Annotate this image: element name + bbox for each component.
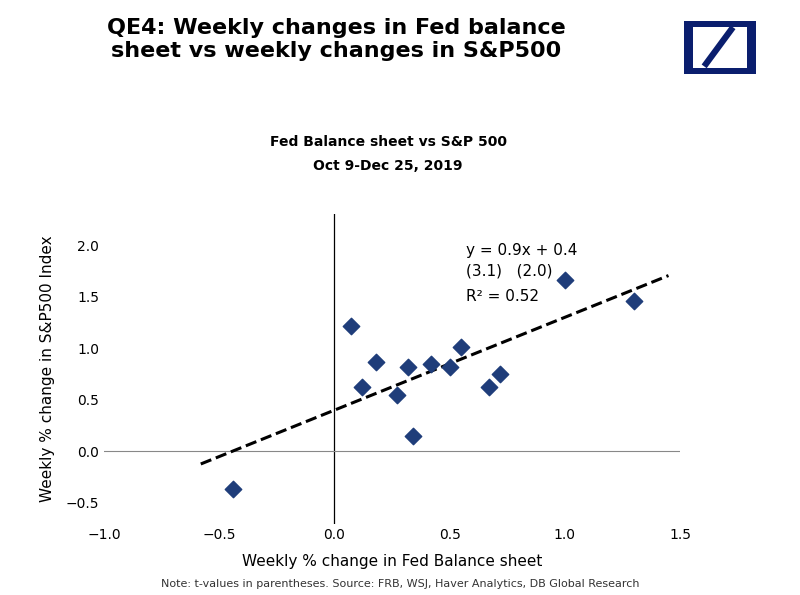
Point xyxy=(558,275,571,285)
Point xyxy=(370,357,382,367)
Point xyxy=(226,484,239,493)
Point xyxy=(454,343,467,352)
X-axis label: Weekly % change in Fed Balance sheet: Weekly % change in Fed Balance sheet xyxy=(242,553,542,569)
Text: Fed Balance sheet vs S&P 500: Fed Balance sheet vs S&P 500 xyxy=(270,134,506,149)
Point xyxy=(443,362,456,372)
Text: (3.1)   (2.0): (3.1) (2.0) xyxy=(466,264,552,278)
Y-axis label: Weekly % change in S&P500 Index: Weekly % change in S&P500 Index xyxy=(39,236,54,502)
Point xyxy=(494,369,506,379)
Point xyxy=(425,359,438,368)
Point xyxy=(390,390,403,399)
Text: QE4: Weekly changes in Fed balance
sheet vs weekly changes in S&P500: QE4: Weekly changes in Fed balance sheet… xyxy=(106,18,566,61)
Text: R² = 0.52: R² = 0.52 xyxy=(466,290,538,305)
Point xyxy=(406,431,419,441)
Text: Note: t-values in parentheses. Source: FRB, WSJ, Haver Analytics, DB Global Rese: Note: t-values in parentheses. Source: F… xyxy=(161,579,639,589)
Text: Oct 9-Dec 25, 2019: Oct 9-Dec 25, 2019 xyxy=(314,158,462,173)
Text: y = 0.9x + 0.4: y = 0.9x + 0.4 xyxy=(466,243,577,258)
Bar xyxy=(693,27,747,68)
Point xyxy=(402,362,414,372)
Point xyxy=(482,383,495,392)
Point xyxy=(627,296,640,306)
Point xyxy=(356,383,369,392)
Point xyxy=(344,321,357,330)
